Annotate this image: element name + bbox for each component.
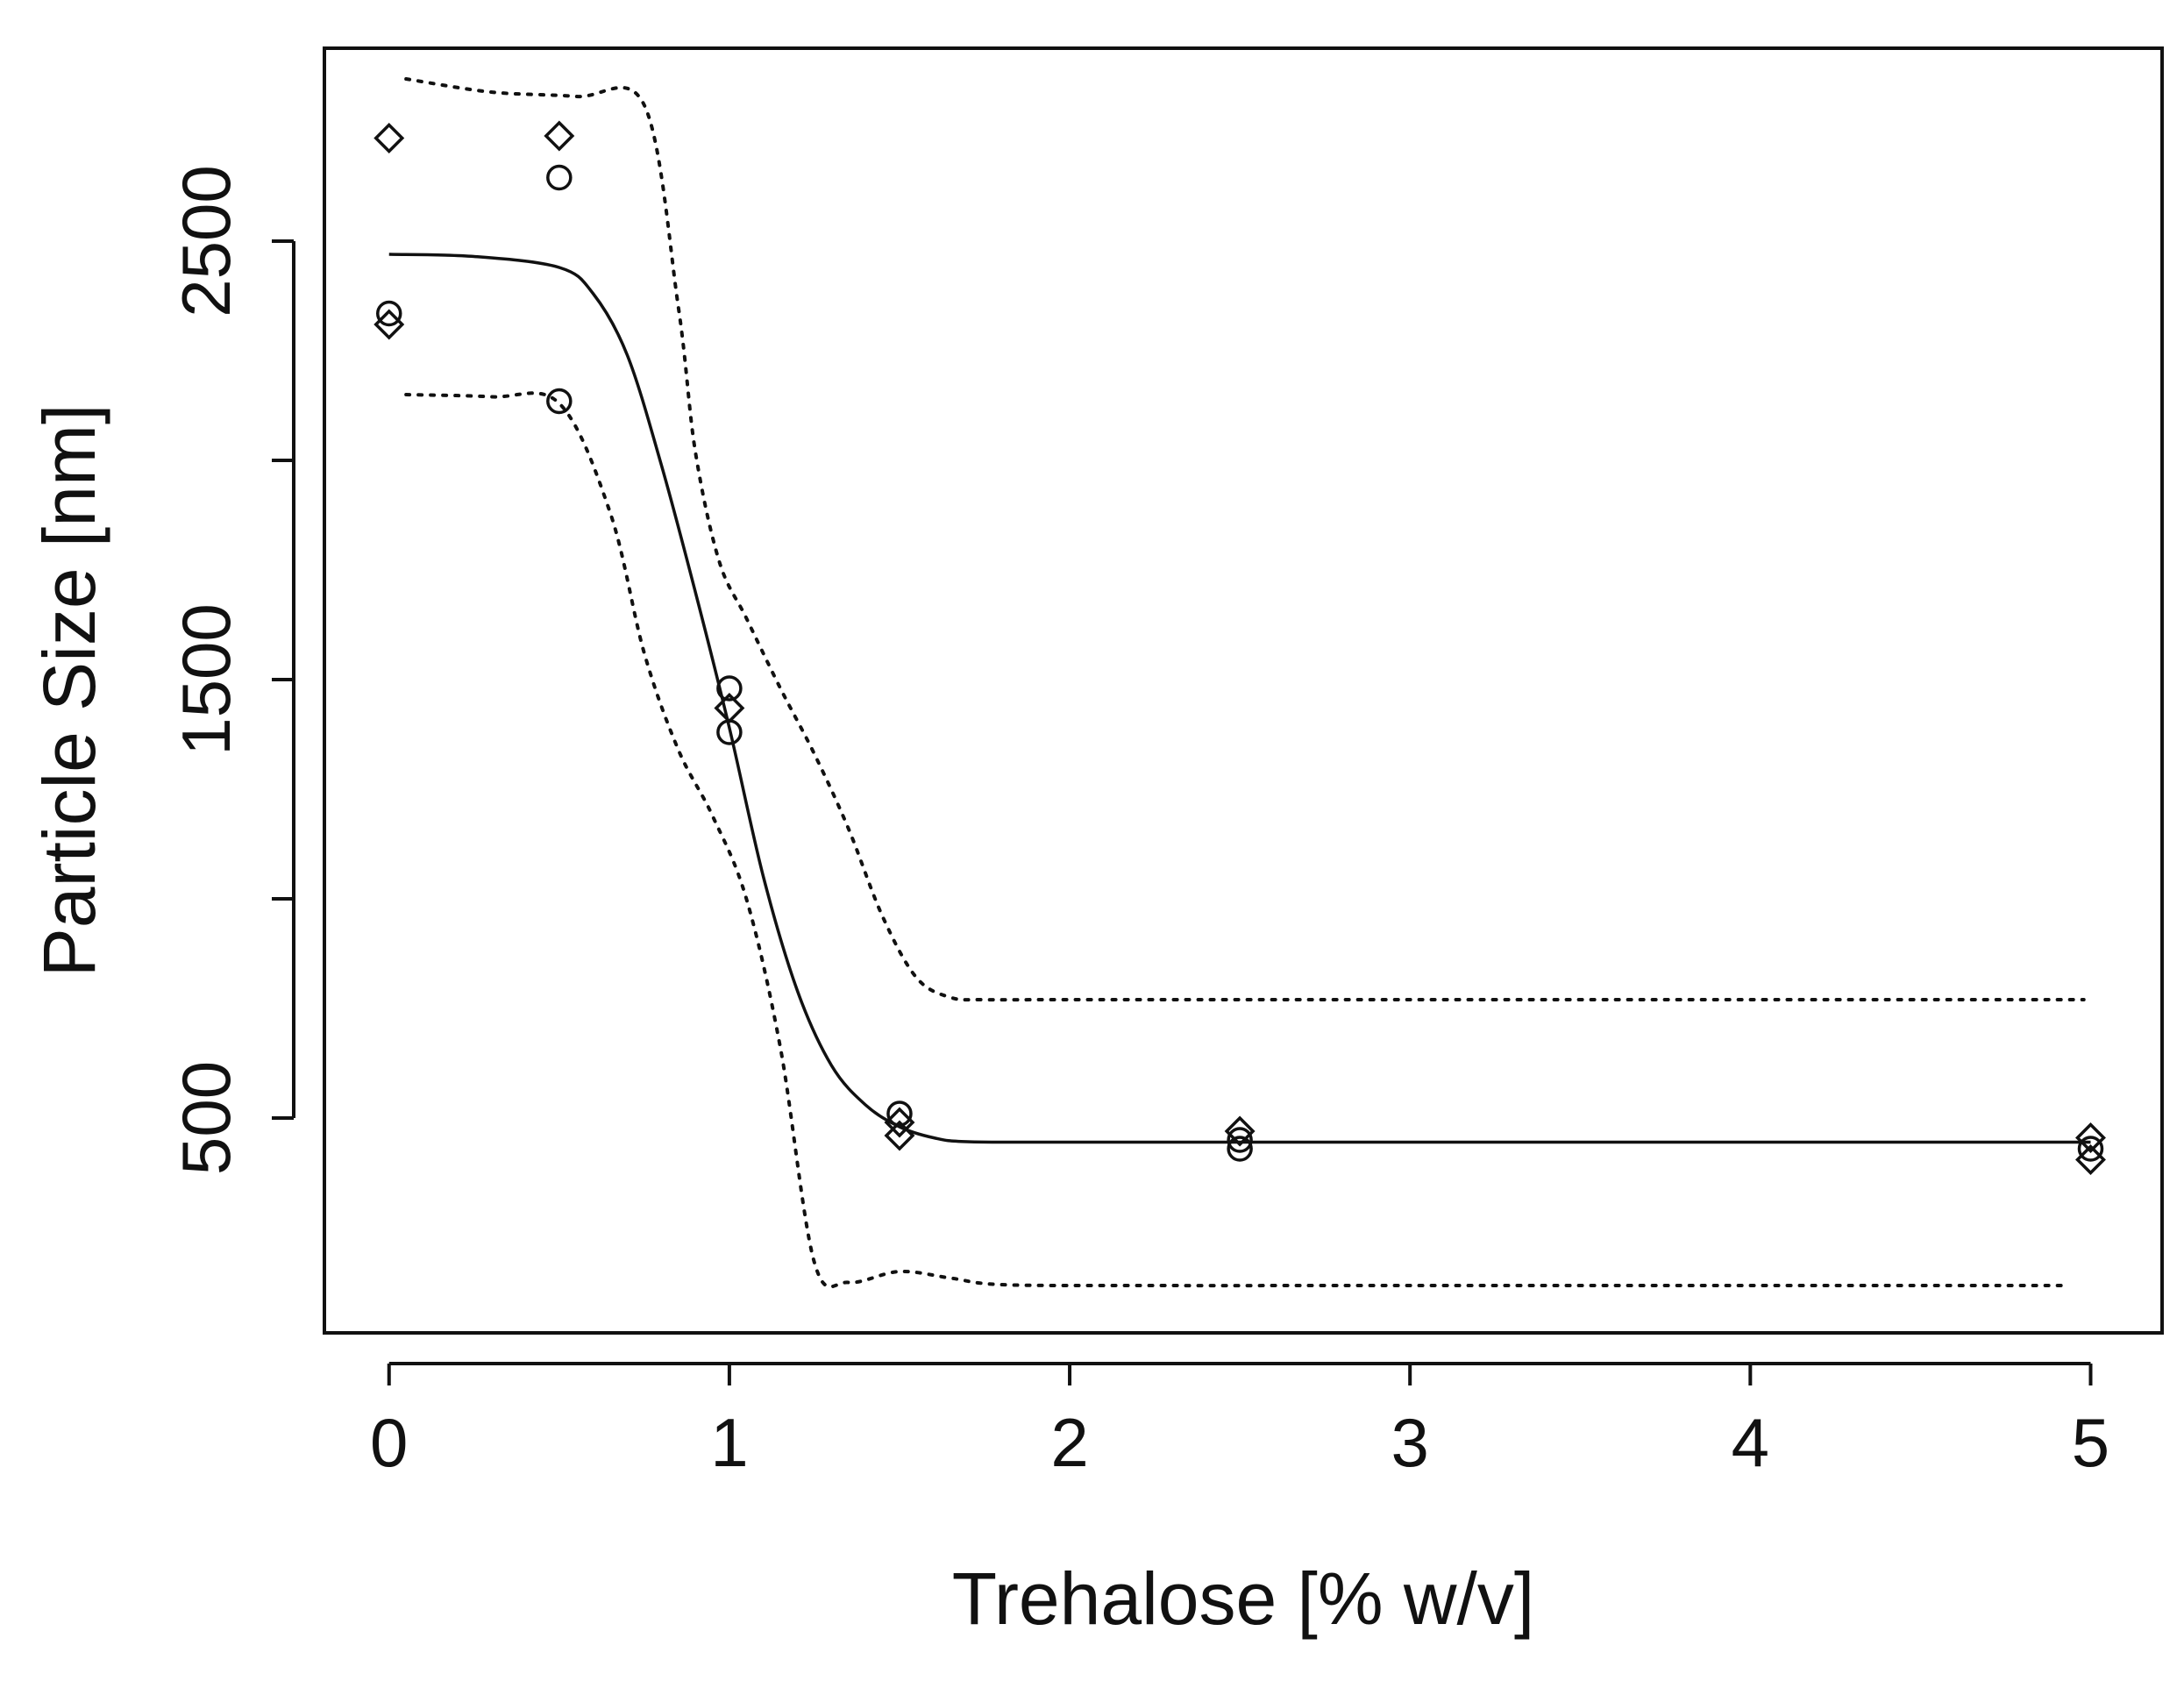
data-point bbox=[1224, 1115, 1256, 1147]
data-point bbox=[373, 123, 405, 153]
x-tick-label: 2 bbox=[1050, 1404, 1088, 1481]
x-tick-label: 3 bbox=[1391, 1404, 1428, 1481]
data-point bbox=[1227, 1127, 1253, 1153]
data-point bbox=[2075, 1122, 2106, 1153]
point-series bbox=[373, 120, 2106, 1175]
data-point bbox=[716, 719, 743, 745]
data-point bbox=[546, 164, 573, 191]
data-point bbox=[375, 300, 402, 327]
plot-area bbox=[323, 46, 2164, 1335]
data-point bbox=[2075, 1144, 2106, 1175]
x-tick-label: 4 bbox=[1732, 1404, 1769, 1481]
series-group bbox=[373, 77, 2106, 1289]
data-point bbox=[1227, 1136, 1253, 1162]
fit-line bbox=[388, 253, 2091, 1144]
data-point bbox=[544, 120, 575, 152]
y-tick-label: 1500 bbox=[167, 603, 245, 756]
data-point bbox=[886, 1100, 913, 1127]
y-tick-label: 500 bbox=[167, 1061, 245, 1175]
confidence-bound-line bbox=[404, 77, 2086, 1002]
x-tick-label: 1 bbox=[710, 1404, 748, 1481]
data-point bbox=[2077, 1136, 2104, 1162]
confidence-bound-line bbox=[404, 391, 2069, 1289]
data-point bbox=[373, 309, 405, 340]
x-tick-label: 5 bbox=[2072, 1404, 2109, 1481]
x-axis-title: Trehalose [% w/v] bbox=[952, 1557, 1534, 1640]
y-axis-title: Particle Size [nm] bbox=[28, 404, 110, 978]
data-point bbox=[884, 1107, 915, 1138]
x-axis: 0 1 2 3 4 5 bbox=[370, 1362, 2109, 1481]
data-point bbox=[546, 388, 573, 415]
x-tick-label: 0 bbox=[370, 1404, 408, 1481]
y-axis: 500 1500 2500 bbox=[167, 165, 295, 1175]
y-tick-label: 2500 bbox=[167, 165, 245, 317]
data-point bbox=[716, 675, 743, 702]
